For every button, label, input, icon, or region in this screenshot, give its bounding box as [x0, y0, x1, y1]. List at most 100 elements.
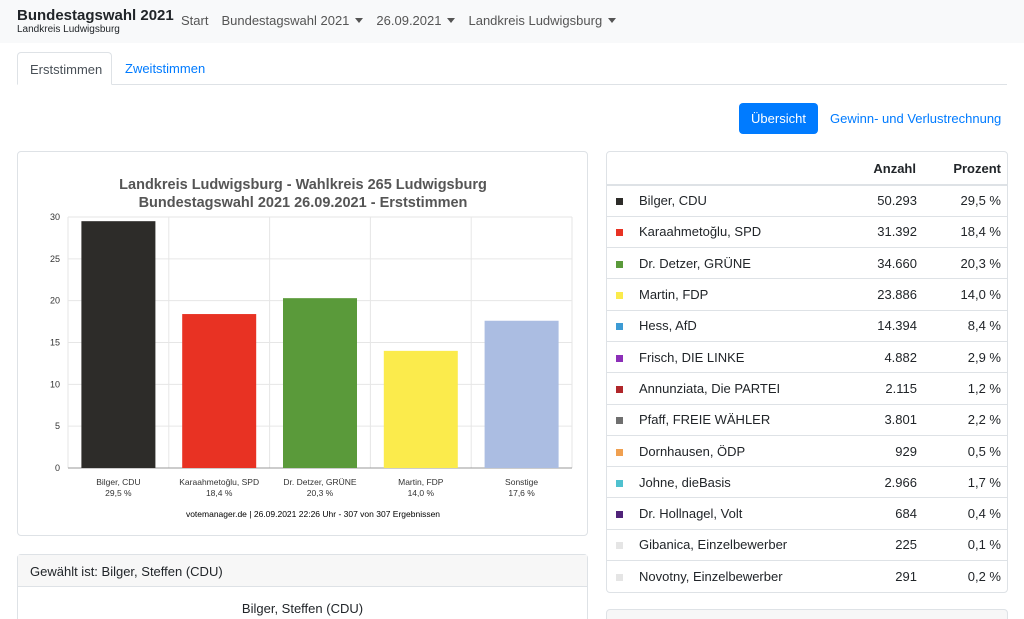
- y-tick-label: 15: [50, 338, 60, 348]
- votes-count: 2.966: [833, 466, 923, 498]
- votes-count: 2.115: [833, 372, 923, 405]
- votes-percent: 1,7 %: [923, 466, 1007, 498]
- party-color-cell: [607, 247, 633, 279]
- x-tick-label: Karaahmetoğlu, SPD: [179, 477, 259, 487]
- header-anzahl: Anzahl: [833, 152, 923, 186]
- nav-date-dropdown[interactable]: 26.09.2021: [376, 13, 456, 28]
- nav-election-label: Bundestagswahl 2021: [221, 13, 350, 28]
- party-color-cell: [607, 497, 633, 530]
- votes-percent: 20,3 %: [923, 247, 1007, 279]
- votes-count: 291: [833, 560, 923, 592]
- nav-region-label: Landkreis Ludwigsburg: [468, 13, 603, 28]
- brand-title: Bundestagswahl 2021: [17, 7, 174, 24]
- table-row: Pfaff, FREIE WÄHLER 3.801 2,2 %: [607, 403, 1007, 436]
- table-row: Martin, FDP 23.886 14,0 %: [607, 278, 1007, 311]
- caret-down-icon: [355, 18, 364, 23]
- x-tick-label: Sonstige: [505, 477, 538, 487]
- elected-card: Gewählt ist: Bilger, Steffen (CDU) Bilge…: [17, 554, 588, 619]
- candidate-name: Bilger, CDU: [633, 184, 833, 217]
- votes-count: 225: [833, 528, 923, 561]
- candidate-name: Johne, dieBasis: [633, 466, 833, 498]
- table-row: Karaahmetoğlu, SPD 31.392 18,4 %: [607, 215, 1007, 248]
- overview-button[interactable]: Übersicht: [739, 103, 818, 134]
- tab-zweitstimmen[interactable]: Zweitstimmen: [125, 61, 206, 76]
- x-tick-label: Martin, FDP: [398, 477, 444, 487]
- party-color-cell: [607, 215, 633, 248]
- table-row: Gibanica, Einzelbewerber 225 0,1 %: [607, 528, 1007, 561]
- table-row: Hess, AfD 14.394 8,4 %: [607, 309, 1007, 342]
- chart-subtitle: Bundestagswahl 2021 26.09.2021 - Erststi…: [139, 195, 468, 211]
- votes-count: 34.660: [833, 247, 923, 279]
- party-color-cell: [607, 528, 633, 561]
- candidate-name: Frisch, DIE LINKE: [633, 340, 833, 373]
- party-color-swatch: [616, 448, 623, 456]
- data-label: 29,5 %: [105, 488, 132, 498]
- party-color-swatch: [616, 354, 623, 362]
- header-color: [607, 152, 633, 186]
- chart-footer: votemanager.de | 26.09.2021 22:26 Uhr - …: [186, 509, 440, 519]
- party-color-cell: [607, 278, 633, 311]
- header-prozent: Prozent: [923, 152, 1007, 186]
- party-color-swatch: [616, 479, 623, 487]
- votes-percent: 2,9 %: [923, 340, 1007, 373]
- candidate-name: Hess, AfD: [633, 309, 833, 342]
- votes-percent: 14,0 %: [923, 278, 1007, 311]
- table-row: Johne, dieBasis 2.966 1,7 %: [607, 466, 1007, 498]
- party-color-swatch: [616, 229, 623, 237]
- nav-region-dropdown[interactable]: Landkreis Ludwigsburg: [468, 13, 617, 28]
- chart-title: Landkreis Ludwigsburg - Wahlkreis 265 Lu…: [119, 177, 487, 193]
- brand-subtitle: Landkreis Ludwigsburg: [17, 24, 120, 35]
- votes-percent: 29,5 %: [923, 184, 1007, 217]
- votes-count: 23.886: [833, 278, 923, 311]
- data-label: 14,0 %: [408, 488, 435, 498]
- y-tick-label: 30: [50, 212, 60, 222]
- party-color-cell: [607, 340, 633, 373]
- gain-loss-link[interactable]: Gewinn- und Verlustrechnung: [830, 111, 1002, 126]
- party-color-cell: [607, 184, 633, 217]
- party-color-swatch: [616, 292, 623, 300]
- candidate-name: Gibanica, Einzelbewerber: [633, 528, 833, 561]
- votes-percent: 8,4 %: [923, 309, 1007, 342]
- candidate-name: Karaahmetoğlu, SPD: [633, 215, 833, 248]
- candidate-name: Dr. Detzer, GRÜNE: [633, 247, 833, 279]
- results-table: Anzahl Prozent Bilger, CDU 50.293 29,5 % Ka…: [607, 152, 1007, 592]
- votes-count: 14.394: [833, 309, 923, 342]
- table-header-row: Anzahl Prozent: [607, 152, 1007, 186]
- votes-count: 929: [833, 434, 923, 467]
- party-color-swatch: [616, 198, 623, 206]
- y-tick-label: 10: [50, 379, 60, 389]
- votes-percent: 0,5 %: [923, 434, 1007, 467]
- party-color-cell: [607, 372, 633, 405]
- nav-start-label: Start: [181, 13, 209, 28]
- party-color-cell: [607, 466, 633, 498]
- table-row: Dr. Hollnagel, Volt 684 0,4 %: [607, 497, 1007, 530]
- votes-percent: 18,4 %: [923, 215, 1007, 248]
- votes-count: 4.882: [833, 340, 923, 373]
- votes-count: 31.392: [833, 215, 923, 248]
- data-label: 20,3 %: [307, 488, 334, 498]
- nav-start[interactable]: Start: [181, 13, 208, 28]
- table-row: Dornhausen, ÖDP 929 0,5 %: [607, 434, 1007, 467]
- party-color-swatch: [616, 542, 623, 550]
- nav-date-label: 26.09.2021: [376, 13, 442, 28]
- table-row: Frisch, DIE LINKE 4.882 2,9 %: [607, 340, 1007, 373]
- x-tick-label: Dr. Detzer, GRÜNE: [283, 477, 357, 487]
- header-name: [633, 152, 833, 186]
- party-color-cell: [607, 309, 633, 342]
- elected-name: Bilger, Steffen (CDU): [241, 601, 364, 616]
- votes-percent: 0,1 %: [923, 528, 1007, 561]
- party-color-swatch: [616, 260, 623, 268]
- table-row: Annunziata, Die PARTEI 2.115 1,2 %: [607, 372, 1007, 405]
- nav-election-dropdown[interactable]: Bundestagswahl 2021: [221, 13, 364, 28]
- party-color-swatch: [616, 385, 623, 393]
- results-bar-chart: Landkreis Ludwigsburg - Wahlkreis 265 Lu…: [50, 177, 573, 519]
- brand[interactable]: Bundestagswahl 2021 Landkreis Ludwigsbur…: [17, 7, 174, 36]
- candidate-name: Annunziata, Die PARTEI: [633, 372, 833, 405]
- votes-percent: 2,2 %: [923, 403, 1007, 436]
- y-tick-label: 5: [55, 421, 60, 431]
- bar: [81, 221, 156, 468]
- y-tick-label: 0: [55, 463, 60, 473]
- tab-erststimmen[interactable]: Erststimmen: [17, 52, 112, 85]
- caret-down-icon: [447, 18, 456, 23]
- party-color-cell: [607, 434, 633, 467]
